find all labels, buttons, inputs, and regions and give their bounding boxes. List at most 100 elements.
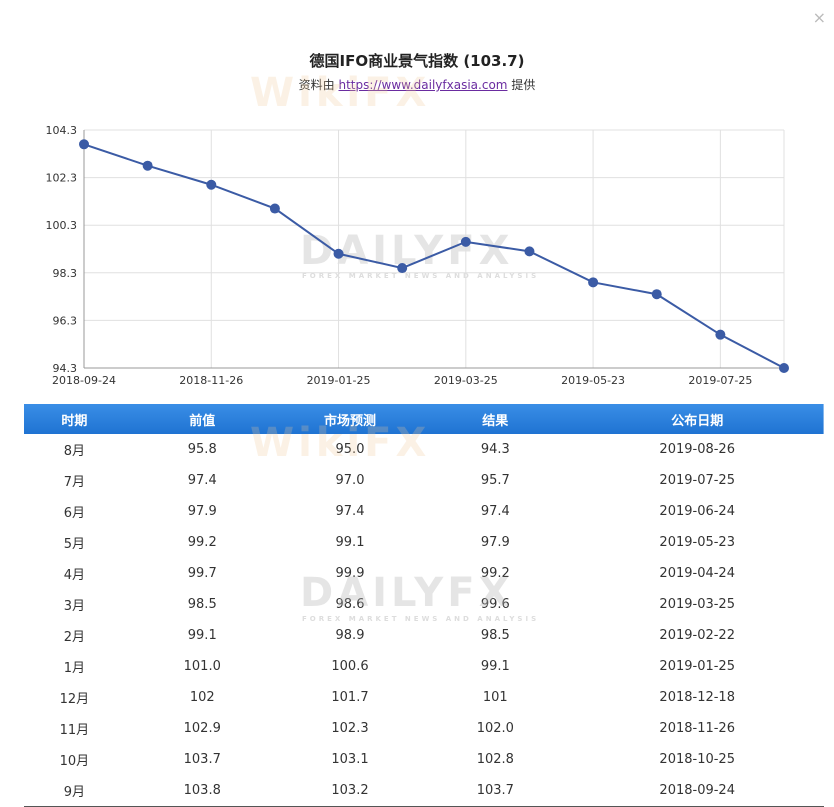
header-actual: 结果 <box>482 413 509 429</box>
cell-previous: 103.7 <box>183 752 221 767</box>
chart-title: 德国IFO商业景气指数 (103.7) <box>309 52 525 70</box>
cell-actual: 102.0 <box>476 721 514 736</box>
data-point[interactable] <box>588 277 599 288</box>
table-row: 11月 102.9 102.3 102.0 2018-11-26 <box>24 713 824 744</box>
cell-period: 10月 <box>59 754 90 769</box>
cell-forecast: 97.0 <box>335 473 365 488</box>
cell-actual: 95.7 <box>480 473 510 488</box>
cell-forecast: 103.1 <box>331 752 369 767</box>
data-point[interactable] <box>142 160 153 171</box>
close-icon[interactable]: × <box>812 8 826 27</box>
data-point[interactable] <box>79 139 89 150</box>
cell-release-date: 2019-03-25 <box>659 597 735 612</box>
table-row: 10月 103.7 103.1 102.8 2018-10-25 <box>24 744 824 775</box>
cell-actual: 98.5 <box>480 628 510 643</box>
data-point[interactable] <box>206 179 217 190</box>
y-tick-label: 100.3 <box>46 219 78 232</box>
cell-actual: 103.7 <box>420 775 571 807</box>
x-axis-ticks: 2018-09-24 2018-11-26 2019-01-25 2019-03-25… <box>52 374 752 387</box>
table-row: 7月 97.4 97.0 95.7 2019-07-25 <box>24 465 824 496</box>
cell-previous: 99.7 <box>187 566 217 581</box>
cell-forecast: 99.9 <box>335 566 365 581</box>
cell-period: 1月 <box>63 661 85 676</box>
data-point[interactable] <box>333 248 344 259</box>
chart-grid <box>83 129 785 369</box>
cell-forecast: 98.9 <box>335 628 365 643</box>
y-tick-label: 98.3 <box>53 267 78 280</box>
data-point[interactable] <box>460 236 471 247</box>
data-point[interactable] <box>397 263 408 274</box>
cell-previous: 101.0 <box>183 659 221 674</box>
cell-actual: 102.8 <box>476 752 514 767</box>
table-row: 1月 101.0 100.6 99.1 2019-01-25 <box>24 651 824 682</box>
cell-release-date: 2019-07-25 <box>659 473 735 488</box>
cell-release-date: 2019-04-24 <box>659 566 735 581</box>
data-point[interactable] <box>651 289 662 300</box>
source-link[interactable]: https://www.dailyfxasia.com <box>338 78 508 92</box>
table-row: 5月 99.2 99.1 97.9 2019-05-23 <box>24 527 824 558</box>
cell-period: 4月 <box>63 568 85 583</box>
cell-forecast: 100.6 <box>331 659 369 674</box>
cell-previous: 99.1 <box>187 628 217 643</box>
series-line <box>83 143 785 369</box>
x-tick-label: 2019-01-25 <box>307 374 371 387</box>
cell-period: 9月 <box>24 775 125 807</box>
y-tick-label: 94.3 <box>53 362 78 375</box>
data-point[interactable] <box>715 329 726 340</box>
cell-previous: 99.2 <box>187 535 217 550</box>
table-header-row: 时期 前值 市场预测 结果 公布日期 <box>24 404 824 434</box>
cell-release-date: 2018-11-26 <box>659 721 735 736</box>
cell-forecast: 97.4 <box>335 504 365 519</box>
cell-period: 7月 <box>63 475 85 490</box>
cell-period: 8月 <box>63 444 85 459</box>
cell-release-date: 2019-05-23 <box>659 535 735 550</box>
cell-release-date: 2019-06-24 <box>659 504 735 519</box>
data-point[interactable] <box>524 246 535 257</box>
data-point[interactable] <box>269 203 280 214</box>
cell-release-date: 2018-09-24 <box>570 775 824 807</box>
cell-actual: 99.1 <box>480 659 510 674</box>
x-tick-label: 2019-03-25 <box>434 374 498 387</box>
table-row: 4月 99.7 99.9 99.2 2019-04-24 <box>24 558 824 589</box>
cell-forecast: 95.0 <box>335 442 365 457</box>
cell-actual: 99.2 <box>480 566 510 581</box>
cell-forecast: 102.3 <box>331 721 369 736</box>
cell-period: 12月 <box>59 692 90 707</box>
table-row: 12月 102 101.7 101 2018-12-18 <box>24 682 824 713</box>
cell-forecast: 99.1 <box>335 535 365 550</box>
cell-previous: 98.5 <box>187 597 217 612</box>
y-tick-label: 96.3 <box>53 314 78 327</box>
source-suffix: 提供 <box>511 78 536 92</box>
x-tick-label: 2018-09-24 <box>52 374 116 387</box>
x-tick-label: 2019-05-23 <box>561 374 625 387</box>
x-tick-label: 2018-11-26 <box>179 374 243 387</box>
cell-release-date: 2018-10-25 <box>659 752 735 767</box>
cell-actual: 101 <box>482 690 508 705</box>
table-row: 8月 95.8 95.0 94.3 2019-08-26 <box>24 434 824 465</box>
y-tick-label: 102.3 <box>46 172 78 185</box>
header-forecast: 市场预测 <box>323 413 376 429</box>
cell-period: 6月 <box>63 506 85 521</box>
cell-previous: 97.9 <box>187 504 217 519</box>
cell-period: 5月 <box>63 537 85 552</box>
chart-source: 资料由 https://www.dailyfxasia.com 提供 <box>0 76 834 93</box>
header-period: 时期 <box>61 413 88 429</box>
cell-actual: 97.4 <box>480 504 510 519</box>
header-release-date: 公布日期 <box>671 413 724 429</box>
cell-release-date: 2019-01-25 <box>659 659 735 674</box>
cell-release-date: 2018-12-18 <box>659 690 735 705</box>
cell-actual: 97.9 <box>480 535 510 550</box>
cell-previous: 102.9 <box>183 721 221 736</box>
cell-actual: 94.3 <box>480 442 510 457</box>
series-points <box>79 139 789 373</box>
data-table: 时期 前值 市场预测 结果 公布日期 8月 95.8 95.0 94.3 2019-08… <box>24 404 824 807</box>
cell-previous: 103.8 <box>124 775 280 807</box>
cell-forecast: 101.7 <box>331 690 369 705</box>
data-point[interactable] <box>779 363 789 373</box>
y-tick-label: 104.3 <box>46 124 78 137</box>
cell-forecast: 98.6 <box>335 597 365 612</box>
cell-release-date: 2019-02-22 <box>659 628 735 643</box>
cell-forecast: 103.2 <box>279 775 421 807</box>
x-tick-label: 2019-07-25 <box>688 374 752 387</box>
